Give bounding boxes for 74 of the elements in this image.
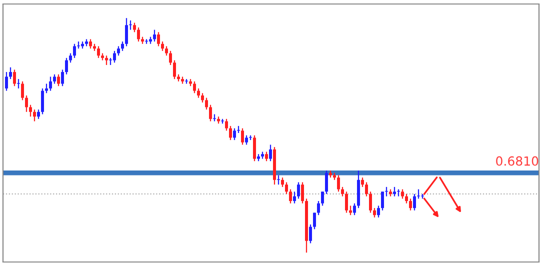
candlestick	[169, 50, 172, 66]
candlestick	[61, 69, 64, 87]
candlestick	[153, 29, 156, 42]
candlestick	[277, 174, 280, 186]
candlestick	[105, 55, 108, 66]
candlestick	[365, 182, 368, 197]
candlestick	[353, 202, 356, 216]
candlestick	[29, 104, 32, 118]
candlestick	[121, 40, 124, 52]
candlestick	[173, 60, 176, 80]
candlestick	[69, 52, 72, 64]
candlestick	[193, 80, 196, 94]
candlestick	[361, 177, 364, 188]
candlestick	[345, 191, 348, 214]
candlestick	[241, 128, 244, 146]
candlestick	[413, 193, 416, 211]
candlestick	[285, 182, 288, 195]
candlestick	[317, 200, 320, 216]
candlestick	[225, 118, 228, 132]
candlestick	[13, 69, 16, 87]
candlestick	[377, 205, 380, 218]
candlestick	[341, 186, 344, 197]
candlestick	[325, 170, 328, 195]
candlestick	[21, 80, 24, 101]
candlestick	[53, 74, 56, 84]
candlestick	[301, 182, 304, 204]
candlestick	[41, 88, 44, 115]
candlestick	[293, 191, 296, 204]
candlestick	[161, 40, 164, 52]
candlestick	[37, 108, 40, 120]
candlestick	[313, 212, 316, 230]
candlestick	[265, 151, 268, 162]
candlestick	[157, 32, 160, 47]
candlestick	[309, 224, 312, 244]
candlestick	[289, 188, 292, 204]
candlestick	[133, 22, 136, 33]
candlestick	[209, 104, 212, 122]
candlestick	[5, 71, 8, 92]
candlestick	[297, 182, 300, 200]
candlestick	[381, 191, 384, 211]
candlestick	[65, 57, 68, 75]
candlestick	[233, 128, 236, 141]
candlestick	[97, 46, 100, 58]
candlestick	[245, 134, 248, 146]
candlestick	[321, 191, 324, 206]
candlestick	[281, 177, 284, 188]
candlestick	[369, 191, 372, 214]
candlestick	[373, 208, 376, 218]
candlestick	[113, 50, 116, 64]
candlestick	[417, 188, 420, 200]
candlestick	[89, 38, 92, 50]
candlestick	[393, 186, 396, 197]
candlestick	[269, 144, 272, 162]
candlestick	[25, 94, 28, 112]
candlestick	[125, 18, 128, 47]
candlestick	[409, 198, 412, 211]
candlestick	[337, 174, 340, 192]
candlestick	[405, 193, 408, 204]
candlestick	[49, 76, 52, 92]
candlestick	[117, 46, 120, 56]
candlestick	[201, 92, 204, 104]
candlestick	[45, 83, 48, 94]
candlestick	[33, 108, 36, 122]
candlestick	[197, 88, 200, 98]
candlestick	[229, 125, 232, 141]
candlestick	[165, 46, 168, 56]
candlestick	[9, 66, 12, 80]
band-label: 0.6810	[496, 156, 538, 166]
candlestick	[253, 134, 256, 162]
candlestick	[73, 43, 76, 58]
candlestick	[137, 26, 140, 42]
candlestick	[205, 97, 208, 110]
candlestick	[57, 74, 60, 87]
candlestick	[401, 188, 404, 200]
